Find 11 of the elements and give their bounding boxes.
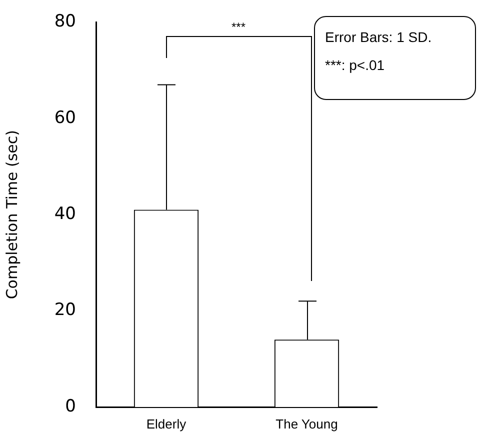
x-tick-label: The Young <box>276 416 338 432</box>
annotation: *** <box>231 20 246 34</box>
annotation: Error Bars: 1 SD. <box>325 28 433 47</box>
y-tick-label: 20 <box>54 300 76 320</box>
y-tick-label: 60 <box>54 108 76 128</box>
y-axis-title: Completion Time (sec) <box>2 130 21 300</box>
y-tick-label: 80 <box>54 12 76 32</box>
y-tick-label: 40 <box>54 204 76 224</box>
y-tick-label: 0 <box>65 396 76 416</box>
annotation: ***: p<.01 <box>325 56 386 75</box>
x-tick-label: Elderly <box>146 416 187 432</box>
